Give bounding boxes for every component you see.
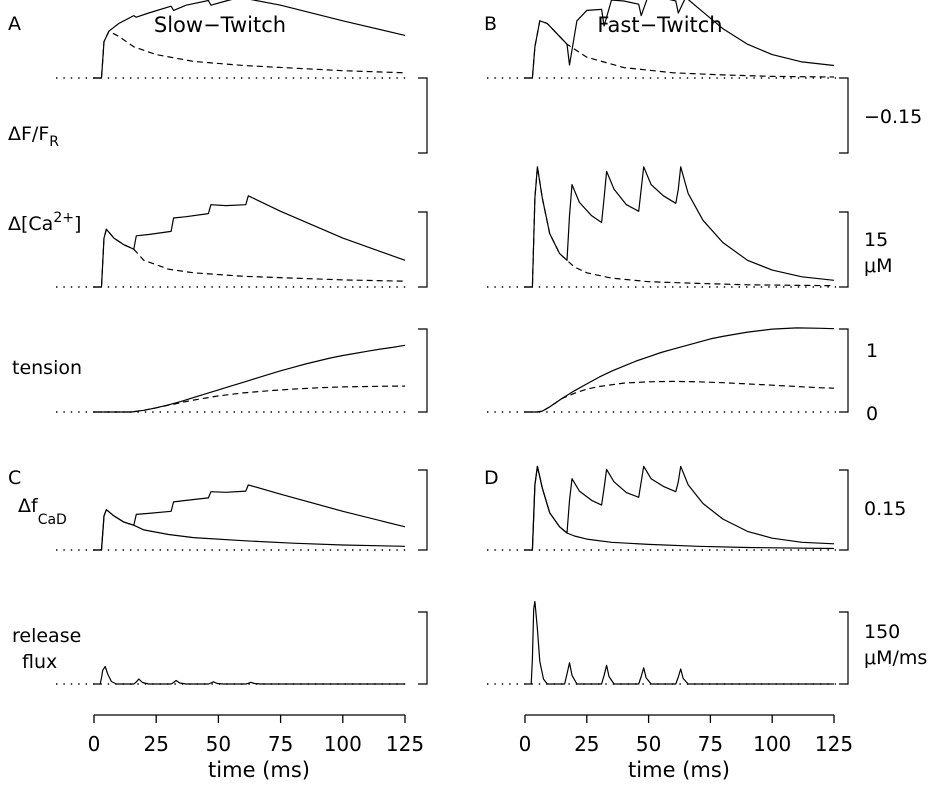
solid-trace-0 (94, 344, 406, 413)
x-axis-slow: 0 25 50 75 100 125 (88, 714, 424, 756)
column-title-slow: Slow−Twitch (154, 13, 286, 37)
row-label-release: release (12, 625, 81, 647)
scale-label-ca-value: 15 (864, 229, 888, 251)
scale-bracket (839, 211, 849, 288)
scale-bracket (418, 211, 428, 288)
x-tick-label-100: 100 (324, 732, 362, 756)
x-axis-title-fast: time (ms) (628, 758, 730, 782)
panel-letter-a: A (8, 13, 21, 35)
scale-bracket (418, 611, 428, 685)
scale-bracket (839, 328, 849, 413)
row-label-dff-sub: R (49, 134, 59, 150)
solid-trace-0 (525, 0, 835, 79)
panel-b-5 (487, 327, 849, 413)
dashed-trace-1 (94, 30, 406, 79)
panel-a-0 (56, 0, 428, 154)
solid-trace-1 (94, 509, 406, 551)
x-tick-label-125: 125 (815, 732, 853, 756)
row-label-fcad-main: Δf (18, 495, 39, 517)
dashed-trace-1 (525, 380, 835, 413)
scale-bracket (839, 469, 849, 551)
panel-letter-c: C (8, 467, 21, 489)
row-label-ca-sup: 2+ (53, 210, 74, 226)
row-label-fcad-sub: CaD (38, 512, 67, 528)
panel-a-4 (56, 328, 428, 413)
x-tick-label-75: 75 (698, 732, 723, 756)
solid-trace-0 (525, 465, 835, 551)
panel-d-9 (487, 600, 849, 685)
solid-trace-0 (525, 600, 834, 685)
scale-bracket (839, 77, 849, 154)
x-tick-label-25: 25 (143, 732, 168, 756)
scale-label-tension-bottom: 0 (866, 403, 878, 425)
panel-b-3 (487, 166, 849, 288)
solid-trace-0 (525, 327, 835, 413)
row-label-fcad: ΔfCaD (18, 495, 67, 528)
row-label-dff: ΔF/FR (8, 123, 59, 150)
scale-bracket (418, 328, 428, 413)
column-title-fast: Fast−Twitch (597, 13, 722, 37)
panel-c-6 (56, 469, 428, 551)
row-label-ca-end: ] (74, 213, 81, 235)
solid-trace-0 (94, 665, 405, 685)
panel-c-8 (56, 611, 428, 685)
scale-label-ca-unit: μM (864, 255, 892, 277)
traces-layer (56, 0, 849, 685)
row-label-tension: tension (12, 357, 82, 379)
solid-trace-0 (94, 195, 406, 288)
dashed-trace-1 (525, 166, 835, 288)
scale-label-dff: −0.15 (864, 106, 922, 128)
row-label-ca: Δ[Ca2+] (8, 210, 81, 235)
x-axis-fast: 0 25 50 75 100 125 (519, 714, 853, 756)
row-label-ca-main: Δ[Ca (8, 213, 53, 235)
scale-label-flux-unit: μM/ms (864, 647, 927, 669)
x-tick-label-100: 100 (753, 732, 791, 756)
dashed-trace-1 (525, 20, 835, 79)
x-tick-label-75: 75 (268, 732, 293, 756)
solid-trace-0 (525, 166, 835, 288)
x-axis-title-slow: time (ms) (208, 758, 310, 782)
scale-bracket (418, 77, 428, 154)
row-label-flux: flux (22, 651, 57, 673)
x-tick-label-25: 25 (574, 732, 599, 756)
x-tick-label-125: 125 (386, 732, 424, 756)
scale-label-flux-value: 150 (864, 621, 900, 643)
scale-label-tension-top: 1 (866, 340, 878, 362)
scale-bracket (839, 611, 849, 685)
scale-bracket (418, 469, 428, 551)
dashed-trace-1 (94, 385, 405, 413)
x-tick-label-0: 0 (519, 732, 532, 756)
solid-trace-0 (94, 484, 406, 551)
x-tick-label-50: 50 (636, 732, 661, 756)
dashed-trace-1 (94, 228, 406, 288)
panel-letter-b: B (484, 13, 497, 35)
panel-a-2 (56, 195, 428, 288)
row-label-dff-main: ΔF/F (8, 123, 49, 145)
scale-label-fcad: 0.15 (864, 498, 906, 520)
x-tick-label-0: 0 (88, 732, 101, 756)
panel-d-7 (487, 465, 849, 551)
panel-letter-d: D (484, 467, 499, 489)
panel-b-1 (487, 0, 849, 154)
x-tick-label-50: 50 (206, 732, 231, 756)
solid-trace-1 (525, 465, 835, 551)
